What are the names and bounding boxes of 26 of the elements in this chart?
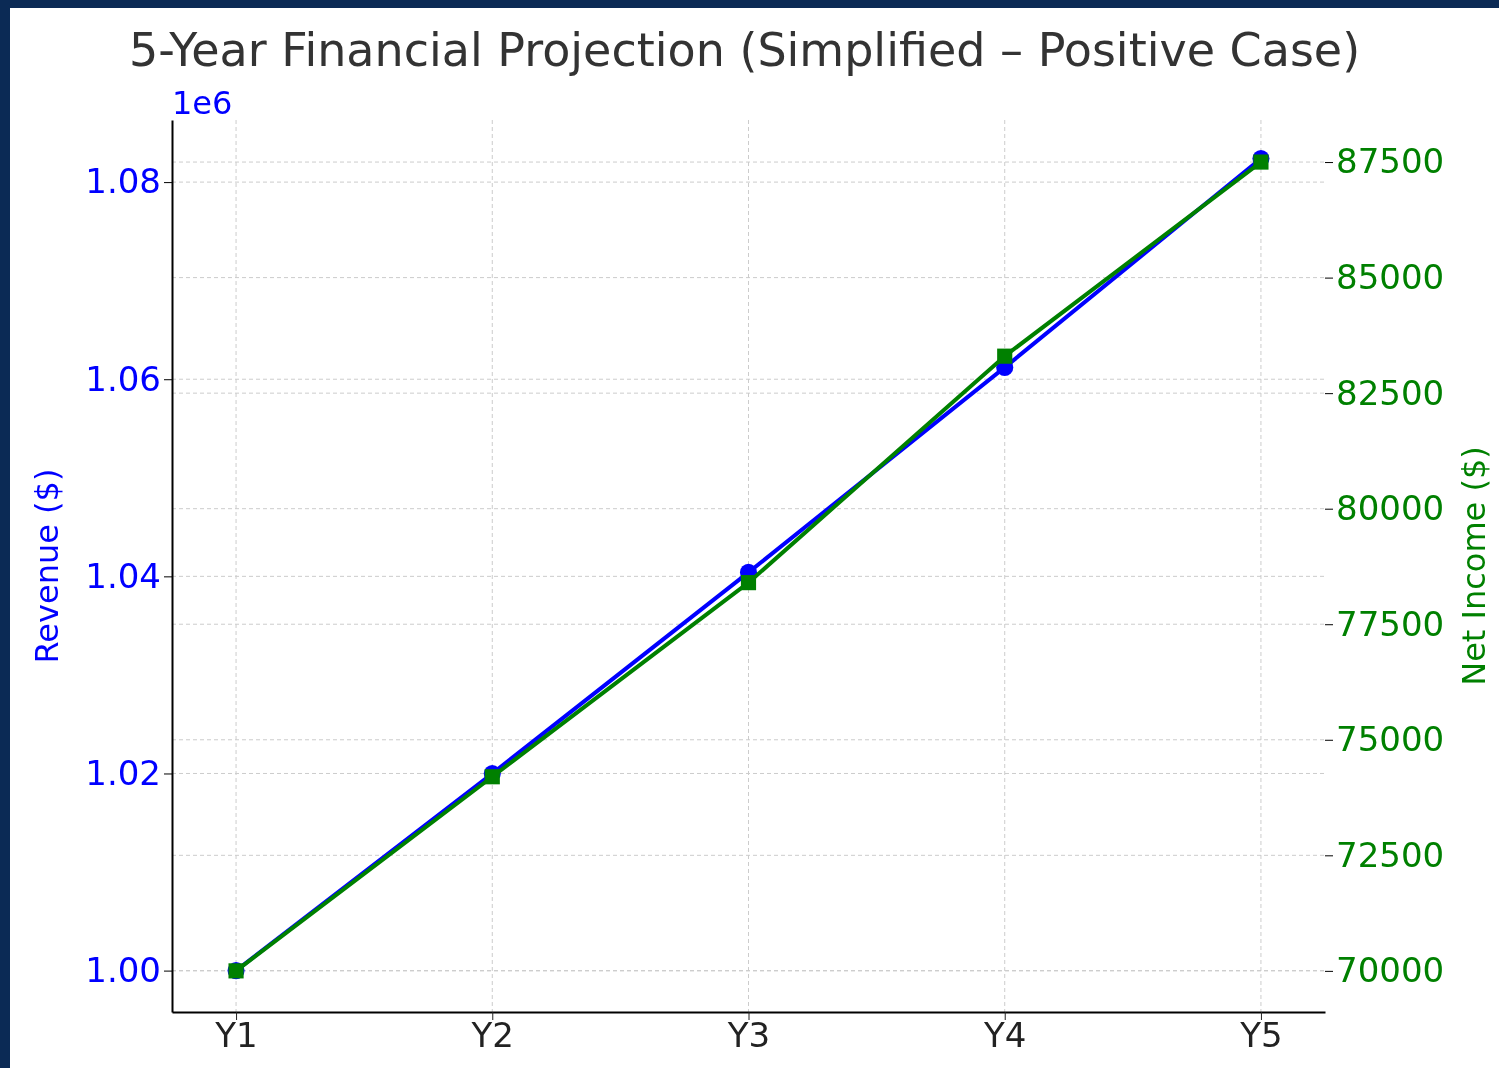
- y2-tick-label: 72500: [1336, 834, 1445, 875]
- y2-tick-label: 75000: [1336, 719, 1445, 760]
- y-axis-title: Revenue ($): [28, 468, 66, 664]
- x-tick-label: Y3: [726, 1015, 771, 1056]
- chart-title: 5-Year Financial Projection (Simplified – Positive Case): [128, 23, 1361, 77]
- y2-tick-label: 80000: [1336, 488, 1445, 529]
- point: [997, 348, 1013, 364]
- y2-tick-label: 77500: [1336, 603, 1445, 644]
- y-tick-label: 1.08: [85, 161, 161, 202]
- y-tick-label: 1.04: [85, 555, 161, 596]
- y2-tick-label: 70000: [1336, 950, 1445, 991]
- y-tick-label: 1.02: [85, 752, 161, 793]
- x-tick-label: Y1: [214, 1015, 258, 1056]
- y2-tick-label: 82500: [1336, 372, 1445, 413]
- y2-tick-label: 85000: [1336, 256, 1445, 297]
- y-tick-label: 1.06: [85, 358, 161, 399]
- y-tick-label: 1.00: [85, 949, 161, 990]
- point: [740, 575, 757, 591]
- point: [484, 769, 500, 785]
- x-tick-label: Y4: [983, 1015, 1027, 1056]
- annotation: 1e6: [172, 84, 233, 122]
- x-tick-label: Y2: [470, 1015, 514, 1056]
- point: [1253, 154, 1269, 170]
- y2-axis-title: Net Income ($): [1455, 446, 1493, 686]
- y2-tick-label: 87500: [1336, 141, 1445, 182]
- x-tick-label: Y5: [1239, 1015, 1283, 1056]
